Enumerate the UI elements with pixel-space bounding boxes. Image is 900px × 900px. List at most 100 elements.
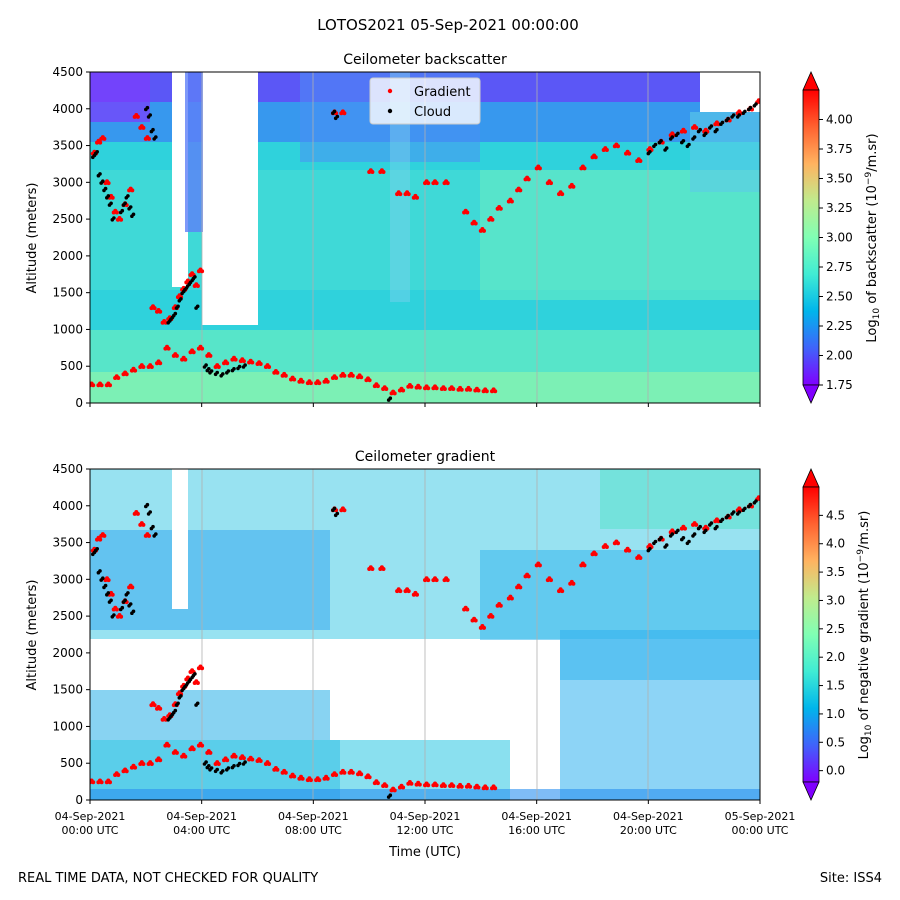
footer-disclaimer: REAL TIME DATA, NOT CHECKED FOR QUALITY	[18, 871, 318, 886]
gradient-point	[241, 359, 246, 364]
legend: Gradient Cloud	[369, 77, 481, 125]
gradient-point	[225, 361, 230, 366]
gradient-point	[102, 533, 107, 538]
gradient-point	[135, 511, 140, 516]
gradient-point	[258, 362, 263, 366]
gradient-point	[91, 383, 96, 388]
gradient-point	[267, 762, 272, 766]
cloud-point	[148, 510, 152, 514]
cloud-point	[670, 135, 675, 139]
gradient-point	[683, 526, 687, 531]
cloud-point	[193, 672, 197, 676]
cloud-point	[112, 613, 116, 617]
cloud-point	[109, 201, 113, 206]
panel-gradient: Ceilometer gradient 0 500 1000 1500 2000 2500…	[25, 449, 874, 860]
cloud-point	[120, 605, 125, 610]
gradient-point	[694, 125, 699, 130]
cloud-point	[698, 127, 702, 132]
colorbar-backscatter: 1.75 2.00 2.25 2.50 2.75 3.00 3.25 3.50 3.75 4.00…	[802, 71, 882, 404]
legend-box	[369, 77, 481, 125]
x-tick-label: 00:00 UTC	[731, 824, 788, 837]
gradient-point	[99, 780, 104, 785]
colorbar-tick-label: 2.50	[826, 290, 853, 304]
gradient-point	[482, 625, 486, 630]
gradient-point	[99, 383, 104, 388]
gradient-point	[604, 148, 609, 152]
gradient-point	[509, 199, 514, 204]
y-tick-label: 2500	[52, 212, 83, 226]
gradient-point	[367, 378, 372, 383]
cloud-point	[195, 304, 200, 309]
cloud-point	[103, 186, 108, 191]
gradient-point	[158, 309, 163, 314]
gradient-point	[509, 596, 514, 601]
cloud-point	[670, 532, 675, 536]
y-tick-label: 3000	[52, 572, 83, 586]
colorbar1-body	[802, 89, 820, 386]
colorbar-tick-label: 2.00	[826, 349, 853, 363]
gradient-point	[133, 368, 138, 373]
gradient-point	[208, 353, 213, 358]
cloud-point	[681, 139, 686, 143]
gradient-point	[434, 181, 439, 186]
gradient-point	[571, 184, 576, 189]
colorbar-tick-label: 0.0	[826, 764, 845, 778]
gradient-point	[124, 769, 129, 774]
gradient-point	[638, 556, 643, 560]
y-tick-label: 3500	[52, 139, 83, 153]
cloud-point	[128, 205, 133, 209]
cloud-point	[209, 369, 214, 373]
x-tick-label: 04-Sep-2021	[613, 810, 684, 823]
cloud-point	[131, 212, 136, 217]
gradient-point	[537, 563, 542, 568]
gradient-point	[398, 589, 403, 594]
cloud-point	[676, 131, 680, 136]
gradient-point	[537, 166, 542, 171]
cloud-point	[335, 511, 340, 516]
cloud-point	[388, 396, 393, 401]
gradient-point	[308, 381, 313, 386]
gradient-point	[130, 188, 135, 193]
gradient-point	[694, 522, 699, 527]
gradient-point	[426, 181, 431, 186]
gradient-point	[415, 195, 419, 200]
y-tick-label: 1500	[52, 286, 83, 300]
gradient-point	[241, 756, 246, 761]
gradient-point	[593, 552, 598, 557]
gradient-point	[442, 387, 447, 391]
gradient-point	[325, 776, 330, 781]
gradient-point	[158, 706, 163, 711]
gradient-point	[208, 750, 213, 755]
gradient-point	[191, 350, 196, 355]
gradient-point	[370, 567, 375, 571]
gradient-point	[116, 376, 121, 380]
gradient-point	[473, 618, 478, 623]
gradient-point	[409, 384, 414, 389]
y-tick-label: 4500	[52, 65, 83, 79]
y-tick-label: 3000	[52, 175, 83, 189]
cloud-point	[737, 510, 742, 514]
gradient-point	[370, 170, 375, 174]
gradient-point	[484, 786, 489, 791]
figure-suptitle: LOTOS2021 05-Sep-2021 00:00:00	[317, 16, 579, 34]
y-tick-label: 2000	[52, 646, 83, 660]
cloud-point	[748, 502, 753, 507]
colorbar-tick-label: 0.5	[826, 735, 845, 749]
cloud-point	[207, 367, 211, 371]
gradient-point	[434, 386, 439, 391]
gradient-point	[149, 762, 154, 766]
colorbar-tick-label: 3.75	[826, 142, 853, 156]
gradient-point	[308, 778, 313, 783]
gradient-point	[300, 776, 305, 781]
gradient-point	[451, 784, 456, 788]
cloud-point	[98, 172, 102, 176]
gradient-point	[174, 353, 179, 358]
cloud-point	[692, 135, 697, 139]
cloud-point	[737, 113, 742, 117]
gradient-point	[442, 784, 447, 788]
cloud-point	[659, 139, 663, 143]
gradient-point	[91, 780, 96, 785]
gradient-point	[174, 750, 179, 755]
gradient-point	[183, 357, 188, 362]
x-tick-label: 04-Sep-2021	[166, 810, 237, 823]
